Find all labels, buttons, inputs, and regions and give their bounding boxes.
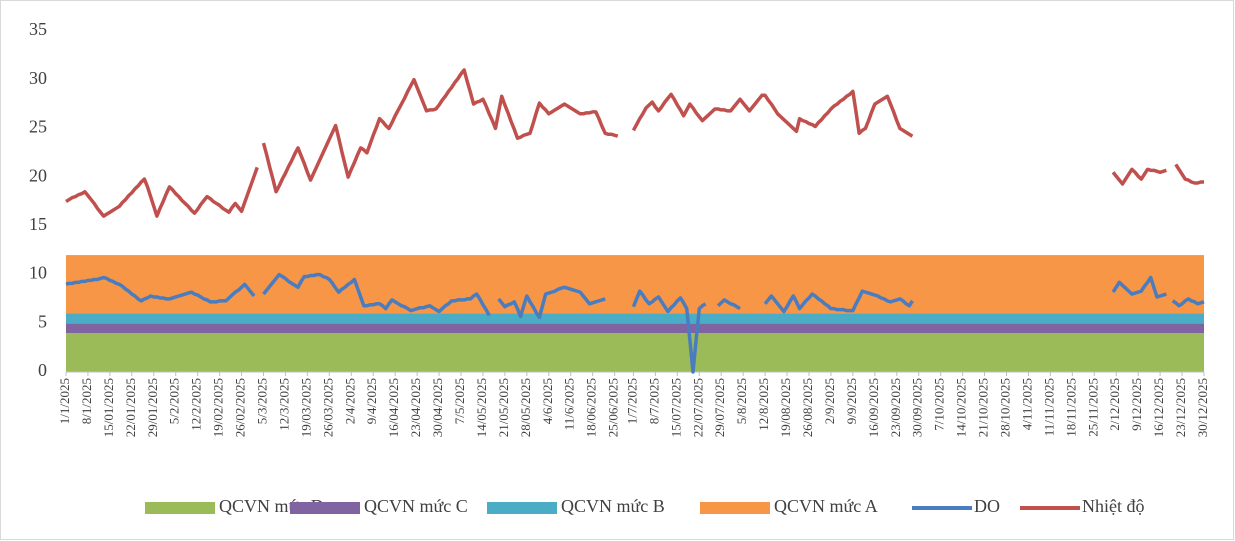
x-tick-label: 8/1/2025 [79, 378, 94, 424]
x-tick-label: 2/12/2025 [1107, 378, 1122, 431]
x-tick-label: 15/07/2025 [668, 378, 683, 437]
x-tick-label: 1/7/2025 [624, 378, 639, 424]
x-tick-label: 16/09/2025 [866, 378, 881, 437]
y-tick-label: 20 [29, 165, 47, 185]
x-tick-label: 9/12/2025 [1129, 378, 1144, 431]
legend-swatch [290, 502, 360, 514]
x-tick-label: 30/12/2025 [1195, 378, 1210, 437]
x-tick-label: 7/5/2025 [452, 378, 467, 424]
x-tick-label: 25/11/2025 [1085, 378, 1100, 437]
band-area [66, 313, 1204, 324]
x-tick-label: 19/02/2025 [211, 378, 226, 437]
x-tick-label: 11/11/2025 [1041, 378, 1056, 436]
x-tick-label: 5/8/2025 [734, 378, 749, 424]
x-tick-label: 28/05/2025 [518, 378, 533, 437]
x-tick-label: 22/07/2025 [690, 378, 705, 437]
legend-label: QCVN mức B [561, 496, 665, 516]
y-tick-label: 25 [29, 117, 47, 137]
x-tick-label: 19/03/2025 [298, 378, 313, 437]
legend-label: Nhiệt độ [1082, 496, 1145, 516]
legend-label: QCVN mức A [774, 496, 878, 516]
legend-swatch [145, 502, 215, 514]
x-tick-label: 25/06/2025 [606, 378, 621, 437]
series-line [65, 272, 1205, 374]
x-tick-label: 23/04/2025 [408, 378, 423, 437]
x-tick-label: 5/3/2025 [254, 378, 269, 424]
y-tick-label: 15 [29, 214, 47, 234]
x-tick-label: 21/10/2025 [976, 378, 991, 437]
x-tick-label: 8/7/2025 [646, 378, 661, 424]
x-tick-label: 28/10/2025 [997, 378, 1012, 437]
x-tick-label: 12/8/2025 [756, 378, 771, 431]
x-tick-label: 5/2/2025 [167, 378, 182, 424]
band-area [66, 333, 1204, 372]
y-tick-label: 35 [29, 19, 47, 39]
x-tick-label: 21/05/2025 [496, 378, 511, 437]
x-tick-label: 9/9/2025 [844, 378, 859, 424]
x-tick-label: 2/9/2025 [822, 378, 837, 424]
x-tick-label: 26/03/2025 [320, 378, 335, 437]
x-tick-label: 26/02/2025 [233, 378, 248, 437]
x-tick-label: 12/3/2025 [276, 378, 291, 431]
x-tick-label: 23/12/2025 [1173, 378, 1188, 437]
x-tick-label: 14/10/2025 [954, 378, 969, 437]
y-tick-label: 10 [29, 263, 47, 283]
legend-label: QCVN mức C [364, 496, 468, 516]
x-tick-label: 1/1/2025 [57, 378, 72, 424]
x-tick-label: 2/4/2025 [342, 378, 357, 424]
x-tick-label: 14/05/2025 [474, 378, 489, 437]
legend-swatch [700, 502, 770, 514]
x-tick-label: 12/2/2025 [189, 378, 204, 431]
series-line [65, 68, 1204, 218]
x-tick-label: 9/4/2025 [364, 378, 379, 424]
x-tick-label: 29/01/2025 [145, 378, 160, 437]
x-tick-label: 16/04/2025 [386, 378, 401, 437]
x-tick-label: 19/08/2025 [778, 378, 793, 437]
x-tick-label: 7/10/2025 [932, 378, 947, 431]
x-tick-label: 16/12/2025 [1151, 378, 1166, 437]
x-tick-label: 22/01/2025 [123, 378, 138, 437]
x-tick-label: 18/11/2025 [1063, 378, 1078, 437]
legend-swatch [487, 502, 557, 514]
x-tick-label: 11/6/2025 [562, 378, 577, 430]
x-tick-label: 4/6/2025 [540, 378, 555, 424]
x-tick-label: 23/09/2025 [888, 378, 903, 437]
legend-label: DO [974, 496, 1000, 516]
x-tick-label: 29/07/2025 [712, 378, 727, 437]
band-area [66, 323, 1204, 334]
x-tick-label: 15/01/2025 [101, 378, 116, 437]
x-tick-label: 26/08/2025 [800, 378, 815, 437]
y-tick-label: 5 [38, 311, 47, 331]
x-tick-label: 30/09/2025 [910, 378, 925, 437]
x-tick-label: 30/04/2025 [430, 378, 445, 437]
x-tick-label: 18/06/2025 [584, 378, 599, 437]
y-tick-label: 30 [29, 68, 47, 88]
x-tick-label: 4/11/2025 [1019, 378, 1034, 430]
y-tick-label: 0 [38, 360, 47, 380]
